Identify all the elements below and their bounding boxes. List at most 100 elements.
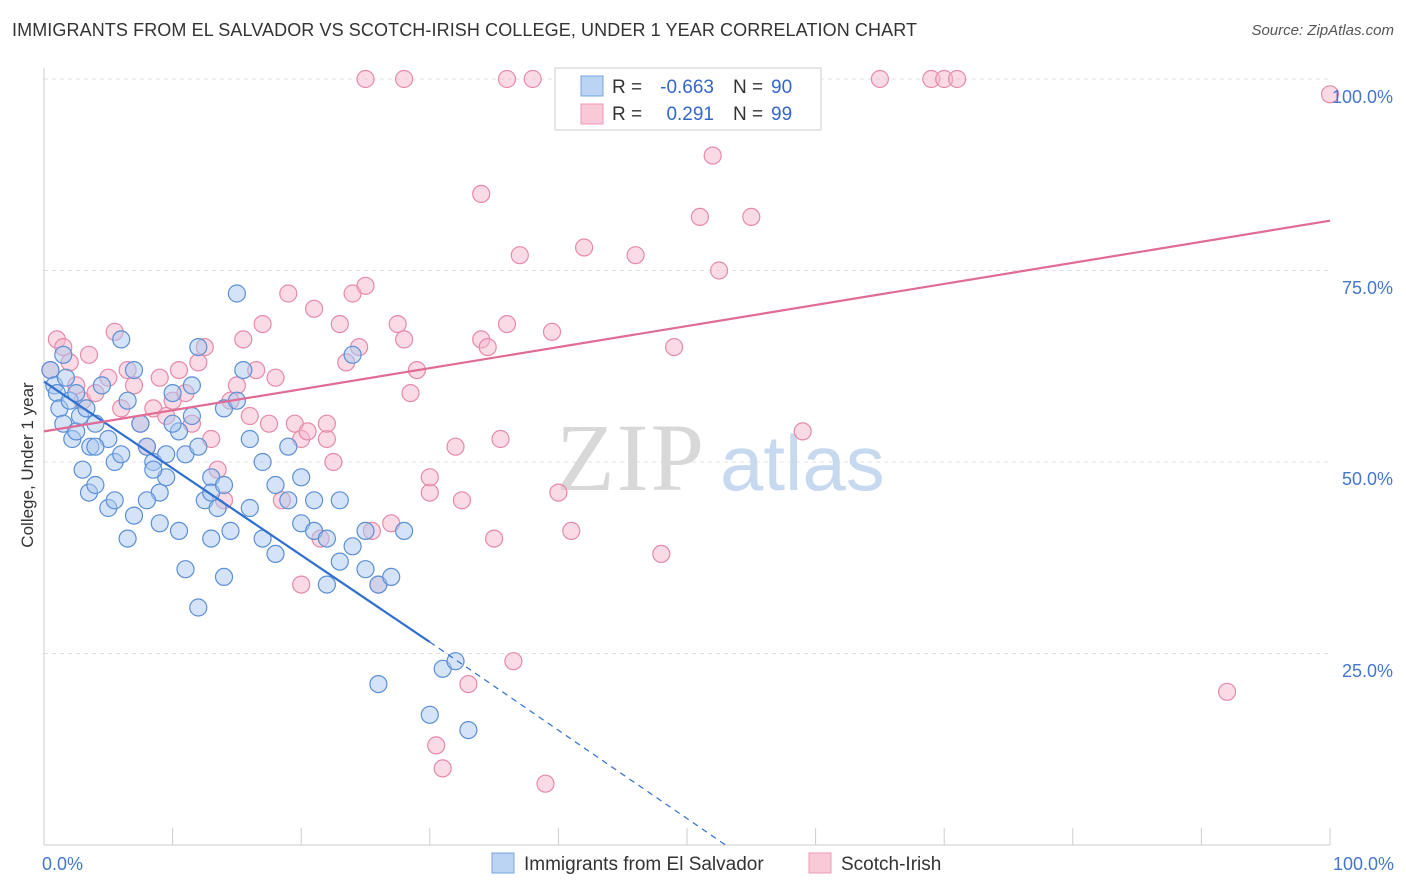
- y-tick-label-100: 100.0%: [1332, 87, 1393, 107]
- scotch-irish-point-52: [388, 315, 407, 334]
- x-tick-label-100: 100.0%: [1333, 854, 1394, 874]
- trend-lines: [43, 219, 1331, 846]
- legend-r-label-pink: R =: [612, 104, 642, 125]
- scotch-irish-point-92: [472, 184, 491, 203]
- scotch-irish-point-97: [395, 69, 414, 89]
- bottom-legend-label-blue: Immigrants from El Salvador: [524, 854, 764, 875]
- scotch-irish-point-80: [690, 207, 710, 226]
- el-salvador-point-55: [169, 521, 189, 541]
- scotch-irish-point-42: [317, 429, 336, 449]
- scotch-irish-point-53: [395, 330, 414, 349]
- el-salvador-point-20: [131, 414, 150, 433]
- scotch-irish-point-54: [401, 384, 420, 403]
- scotch-irish-point-48: [356, 276, 375, 295]
- scotch-irish-point-72: [562, 521, 581, 541]
- el-salvador-point-48: [382, 567, 401, 587]
- x-tick-label-0: 0.0%: [42, 854, 83, 874]
- el-salvador-point-43: [317, 529, 336, 548]
- el-salvador-point-25: [163, 384, 182, 403]
- scotch-irish-point-16: [150, 368, 169, 387]
- scotch-irish-point-68: [510, 246, 529, 265]
- el-salvador-point-52: [118, 529, 137, 548]
- y-axis-label: College, Under 1 year: [18, 382, 37, 548]
- chart-title: IMMIGRANTS FROM EL SALVADOR VS SCOTCH-IR…: [12, 20, 918, 40]
- scotch-irish-point-32: [253, 315, 272, 334]
- el-salvador-point-49: [395, 521, 414, 541]
- scotch-irish-point-84: [793, 422, 812, 441]
- scotch-irish-point-93: [356, 69, 375, 89]
- scotch-irish-point-34: [266, 368, 285, 387]
- bottom-legend-swatch-blue: [491, 852, 515, 874]
- scotch-irish-point-58: [433, 759, 452, 778]
- legend-r-value-pink: 0.291: [666, 104, 714, 125]
- scotch-irish-point-6: [79, 345, 99, 364]
- scotch-irish-point-36: [279, 284, 298, 303]
- scotch-irish-point-22: [189, 353, 208, 372]
- scotch-irish-point-77: [652, 544, 671, 564]
- scotch-irish-point-57: [427, 736, 446, 755]
- scotch-irish-point-64: [485, 529, 504, 548]
- el-salvador-point-40: [279, 491, 298, 510]
- el-salvador-point-38: [253, 452, 272, 472]
- scotch-irish-point-83: [742, 207, 761, 226]
- el-salvador-point-46: [356, 560, 375, 579]
- legend-n-value-pink: 99: [771, 104, 792, 125]
- scotch-irish-point-56: [420, 483, 439, 502]
- scotch-irish-point-43: [324, 452, 343, 472]
- el-salvador-point-56: [176, 560, 195, 579]
- legend-swatch-blue: [580, 75, 604, 97]
- el-salvador-point-14: [92, 376, 112, 395]
- el-salvador-point-65: [305, 491, 324, 510]
- y-tick-label-50: 50.0%: [1342, 469, 1393, 489]
- el-salvador-point-5: [56, 368, 76, 387]
- scotch-irish-point-85: [870, 69, 890, 89]
- el-salvador-point-79: [227, 284, 246, 303]
- scotch-irish-point-82: [709, 261, 729, 280]
- el-salvador-point-66: [317, 575, 336, 594]
- scotch-irish-point-76: [626, 246, 645, 265]
- legend-swatch-pink: [580, 103, 604, 125]
- bottom-legend-label-pink: Scotch-Irish: [841, 854, 941, 875]
- el-salvador-point-21: [137, 437, 156, 456]
- trend-line-scotch-irish: [43, 219, 1331, 433]
- el-salvador-point-37: [240, 429, 259, 449]
- el-salvador-point-18: [118, 391, 137, 410]
- el-salvador-point-89: [189, 338, 208, 357]
- legend-n-label-blue: N =: [733, 77, 763, 98]
- el-salvador-point-74: [124, 506, 144, 525]
- scotch-irish-point-98: [497, 69, 517, 89]
- legend-r-label-blue: R =: [612, 77, 642, 98]
- el-salvador-point-85: [112, 330, 131, 349]
- el-salvador-point-64: [292, 468, 311, 487]
- el-salvador-point-69: [356, 521, 375, 541]
- el-salvador-point-19: [124, 361, 144, 380]
- bottom-legend-swatch-pink: [808, 852, 832, 874]
- el-salvador-point-29: [189, 437, 208, 456]
- scotch-irish-point-19: [169, 361, 189, 380]
- el-salvador-point-71: [67, 384, 86, 403]
- scotch-irish-point-67: [504, 652, 523, 671]
- el-salvador-point-72: [86, 475, 105, 495]
- el-salvador-point-70: [54, 345, 73, 364]
- scotch-irish-point-70: [542, 322, 562, 341]
- trend-line-el-salvador: [43, 380, 431, 643]
- series-el-salvador: [41, 284, 478, 740]
- scotch-irish-point-94: [420, 468, 439, 487]
- y-tick-label-75: 75.0%: [1342, 278, 1393, 298]
- el-salvador-point-59: [214, 567, 234, 587]
- legend-box: R = -0.663 N = 90 R = 0.291 N = 99: [554, 67, 822, 131]
- scotch-irish-point-39: [298, 422, 317, 441]
- scotch-irish-point-69: [536, 774, 555, 793]
- bottom-legend: Immigrants from El Salvador Scotch-Irish: [491, 852, 941, 875]
- scotch-irish-point-60: [452, 491, 471, 510]
- el-salvador-point-39: [266, 475, 285, 495]
- el-salvador-point-0: [41, 361, 60, 380]
- el-salvador-point-86: [86, 437, 105, 456]
- el-salvador-point-36: [234, 361, 253, 380]
- el-salvador-point-84: [459, 720, 478, 740]
- el-salvador-point-10: [73, 460, 92, 479]
- scotch-irish-point-30: [240, 406, 259, 426]
- el-salvador-point-57: [189, 598, 208, 617]
- el-salvador-point-88: [214, 475, 234, 495]
- el-salvador-point-45: [343, 537, 362, 556]
